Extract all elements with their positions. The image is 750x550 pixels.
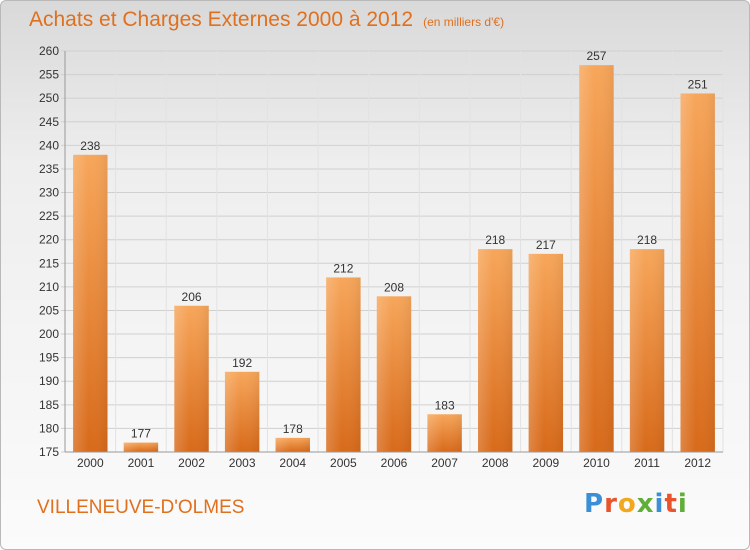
title-text: Achats et Charges Externes 2000 à 2012 xyxy=(29,8,414,31)
y-tick-label: 215 xyxy=(39,256,59,270)
bar-shine xyxy=(478,249,513,452)
y-tick-label: 185 xyxy=(39,398,59,412)
y-tick-label: 250 xyxy=(39,91,59,105)
x-tick-label: 2008 xyxy=(482,456,509,470)
logo-letter: i xyxy=(677,489,688,519)
y-tick-label: 245 xyxy=(39,115,59,129)
x-tick-label: 2005 xyxy=(330,456,357,470)
bar-shine xyxy=(174,305,209,452)
bar-value-label: 192 xyxy=(232,356,252,370)
bar-shine xyxy=(123,442,159,452)
logo-letter: t xyxy=(664,489,678,519)
y-tick-label: 190 xyxy=(39,374,59,388)
bar-shine xyxy=(275,437,310,452)
bar-value-label: 238 xyxy=(80,139,100,153)
logo-letter: x xyxy=(636,489,655,519)
x-tick-label: 2011 xyxy=(634,456,660,470)
x-tick-label: 2000 xyxy=(77,456,104,470)
bar-value-label: 183 xyxy=(435,398,455,412)
y-tick-label: 180 xyxy=(39,421,59,435)
y-tick-label: 200 xyxy=(39,327,59,341)
bar-shine xyxy=(376,296,412,452)
bar-value-label: 218 xyxy=(485,233,505,247)
x-tick-label: 2004 xyxy=(279,456,306,470)
y-tick-label: 175 xyxy=(39,445,59,459)
bar-shine xyxy=(528,253,564,452)
logo-letter: o xyxy=(617,489,637,519)
y-tick-label: 230 xyxy=(39,186,59,200)
town-name: VILLENEUVE-D'OLMES xyxy=(37,497,245,518)
bar-shine xyxy=(224,371,260,452)
proxiti-logo: Proxiti xyxy=(584,489,688,519)
x-tick-label: 2006 xyxy=(381,456,408,470)
y-tick-label: 240 xyxy=(39,138,59,152)
bar-value-label: 178 xyxy=(283,422,303,436)
x-tick-label: 2007 xyxy=(431,456,458,470)
x-tick-label: 2001 xyxy=(128,456,155,470)
chart-subtitle: (en milliers d'€) xyxy=(423,15,505,29)
y-tick-label: 255 xyxy=(39,68,59,82)
bar-shine xyxy=(427,414,462,452)
bars xyxy=(73,65,715,452)
y-tick-label: 195 xyxy=(39,351,59,365)
x-tick-label: 2003 xyxy=(229,456,256,470)
bar-value-label: 212 xyxy=(333,261,353,275)
y-tick-label: 210 xyxy=(39,280,59,294)
bar-shine xyxy=(680,93,715,452)
bar-shine xyxy=(73,154,108,452)
value-labels: 238 177 206 192 178 212 208 183 218 217 257 218 251 xyxy=(80,49,708,440)
bar-value-label: 218 xyxy=(637,233,657,247)
x-tick-label: 2012 xyxy=(684,456,711,470)
bar-value-label: 257 xyxy=(586,49,606,63)
y-tick-label: 205 xyxy=(39,303,59,317)
logo-letter: P xyxy=(584,489,605,519)
bar-value-label: 208 xyxy=(384,280,404,294)
y-tick-label: 225 xyxy=(39,209,59,223)
x-tick-label: 2010 xyxy=(583,456,610,470)
bar-value-label: 206 xyxy=(182,290,202,304)
x-tick-label: 2002 xyxy=(178,456,205,470)
bar-shine xyxy=(326,277,361,452)
axes: 175 180 185 190 195 200 205 210 215 220 225 230 235 2… xyxy=(39,44,723,470)
chart-title: Achats et Charges Externes 2000 à 2012 (e… xyxy=(29,8,504,32)
logo-letter: i xyxy=(654,489,665,519)
bar-value-label: 217 xyxy=(536,238,556,252)
bar-shine xyxy=(579,65,614,452)
y-tick-label: 235 xyxy=(39,162,59,176)
bar-value-label: 177 xyxy=(131,427,151,441)
bar-value-label: 251 xyxy=(688,77,708,91)
logo-letter: r xyxy=(604,489,618,519)
bar-shine xyxy=(629,249,665,452)
y-tick-label: 260 xyxy=(39,44,59,58)
y-tick-label: 220 xyxy=(39,233,59,247)
x-tick-label: 2009 xyxy=(532,456,559,470)
